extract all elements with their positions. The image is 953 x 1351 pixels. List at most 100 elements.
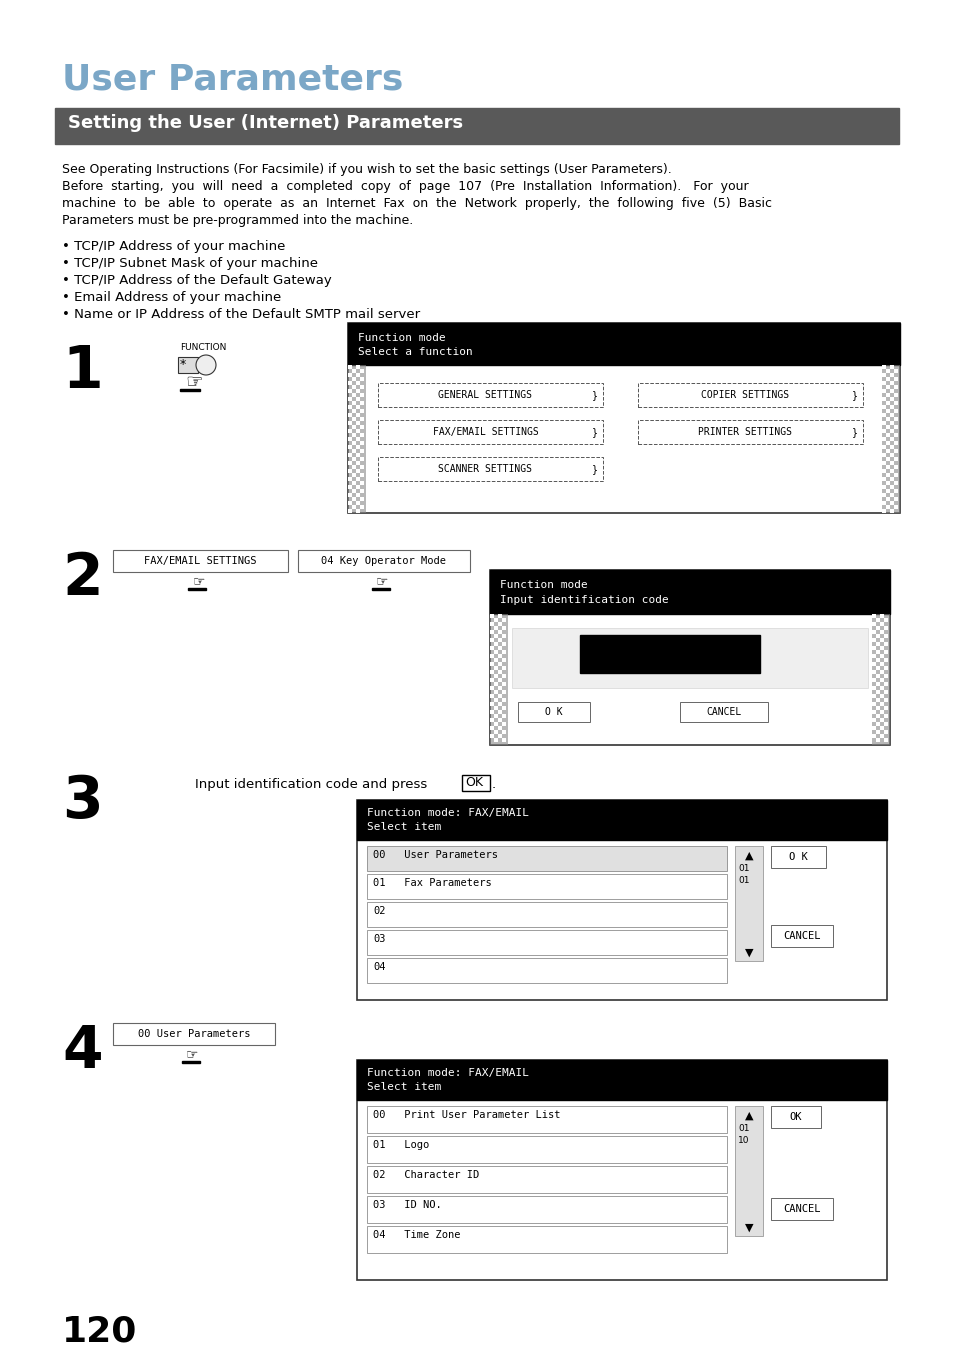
- Bar: [882, 493, 884, 497]
- Bar: [883, 635, 886, 638]
- Bar: [502, 658, 505, 662]
- Bar: [871, 686, 875, 689]
- Text: Parameters must be pre-programmed into the machine.: Parameters must be pre-programmed into t…: [62, 213, 413, 227]
- Text: User Parameters: User Parameters: [62, 62, 403, 96]
- Bar: [367, 1136, 726, 1163]
- Bar: [360, 489, 363, 493]
- Bar: [770, 846, 825, 867]
- Text: FUNCTION: FUNCTION: [180, 343, 226, 353]
- Bar: [497, 654, 501, 658]
- Bar: [497, 686, 501, 689]
- Bar: [889, 405, 893, 408]
- Text: CANCEL: CANCEL: [782, 1204, 820, 1215]
- Text: 04: 04: [373, 962, 385, 971]
- Bar: [880, 670, 882, 674]
- Bar: [871, 623, 875, 626]
- Bar: [377, 382, 602, 407]
- Bar: [352, 409, 355, 412]
- Bar: [490, 662, 493, 666]
- Bar: [889, 397, 893, 401]
- Bar: [494, 635, 497, 638]
- Bar: [894, 465, 897, 469]
- Bar: [894, 417, 897, 420]
- Text: ▲: ▲: [744, 1111, 753, 1121]
- Bar: [494, 698, 497, 701]
- Bar: [497, 727, 501, 730]
- Bar: [497, 662, 501, 666]
- Bar: [894, 489, 897, 493]
- Bar: [889, 430, 893, 432]
- Bar: [497, 703, 501, 705]
- Bar: [348, 323, 899, 513]
- Bar: [367, 1106, 726, 1133]
- Bar: [494, 731, 497, 734]
- Bar: [871, 646, 875, 650]
- Bar: [876, 731, 879, 734]
- Text: 01: 01: [738, 1124, 749, 1133]
- Bar: [885, 369, 888, 373]
- Text: ☞: ☞: [186, 1047, 198, 1061]
- Bar: [880, 631, 882, 634]
- Bar: [356, 469, 359, 473]
- Bar: [880, 711, 882, 713]
- Bar: [348, 373, 352, 377]
- Bar: [502, 627, 505, 630]
- Bar: [894, 434, 897, 436]
- Bar: [889, 469, 893, 473]
- Text: 04   Time Zone: 04 Time Zone: [373, 1229, 460, 1240]
- Bar: [889, 454, 893, 457]
- Bar: [638, 420, 862, 444]
- Text: 2: 2: [62, 550, 103, 607]
- Bar: [352, 434, 355, 436]
- Bar: [497, 735, 501, 738]
- Bar: [885, 473, 888, 477]
- Bar: [894, 497, 897, 501]
- Bar: [490, 631, 493, 634]
- Text: Select item: Select item: [367, 821, 441, 832]
- Bar: [297, 550, 470, 571]
- Bar: [889, 477, 893, 481]
- Bar: [894, 393, 897, 397]
- Text: 03   ID NO.: 03 ID NO.: [373, 1200, 441, 1210]
- Bar: [871, 662, 875, 666]
- Bar: [894, 385, 897, 389]
- Bar: [894, 442, 897, 444]
- Bar: [348, 413, 352, 416]
- Bar: [502, 642, 505, 646]
- Bar: [885, 465, 888, 469]
- Bar: [502, 715, 505, 717]
- Text: 10: 10: [738, 1136, 749, 1146]
- Bar: [880, 703, 882, 705]
- Bar: [871, 613, 889, 744]
- Text: COPIER SETTINGS: COPIER SETTINGS: [700, 390, 789, 400]
- Bar: [497, 615, 501, 617]
- Bar: [356, 462, 359, 465]
- Bar: [352, 450, 355, 453]
- Bar: [883, 642, 886, 646]
- Bar: [348, 430, 352, 432]
- Bar: [348, 323, 899, 365]
- Bar: [502, 666, 505, 670]
- Bar: [882, 397, 884, 401]
- Bar: [880, 639, 882, 642]
- Bar: [882, 509, 884, 512]
- Text: 4: 4: [62, 1023, 103, 1079]
- Bar: [356, 422, 359, 424]
- Bar: [348, 493, 352, 497]
- Bar: [883, 658, 886, 662]
- Bar: [494, 650, 497, 654]
- Bar: [356, 1061, 886, 1100]
- Bar: [885, 497, 888, 501]
- Bar: [882, 373, 884, 377]
- Bar: [885, 489, 888, 493]
- Bar: [871, 654, 875, 658]
- Bar: [883, 715, 886, 717]
- Text: 01: 01: [738, 865, 749, 873]
- Bar: [497, 670, 501, 674]
- Bar: [356, 430, 359, 432]
- Bar: [490, 615, 493, 617]
- Bar: [883, 723, 886, 725]
- Bar: [497, 646, 501, 650]
- Bar: [889, 509, 893, 512]
- Bar: [883, 698, 886, 701]
